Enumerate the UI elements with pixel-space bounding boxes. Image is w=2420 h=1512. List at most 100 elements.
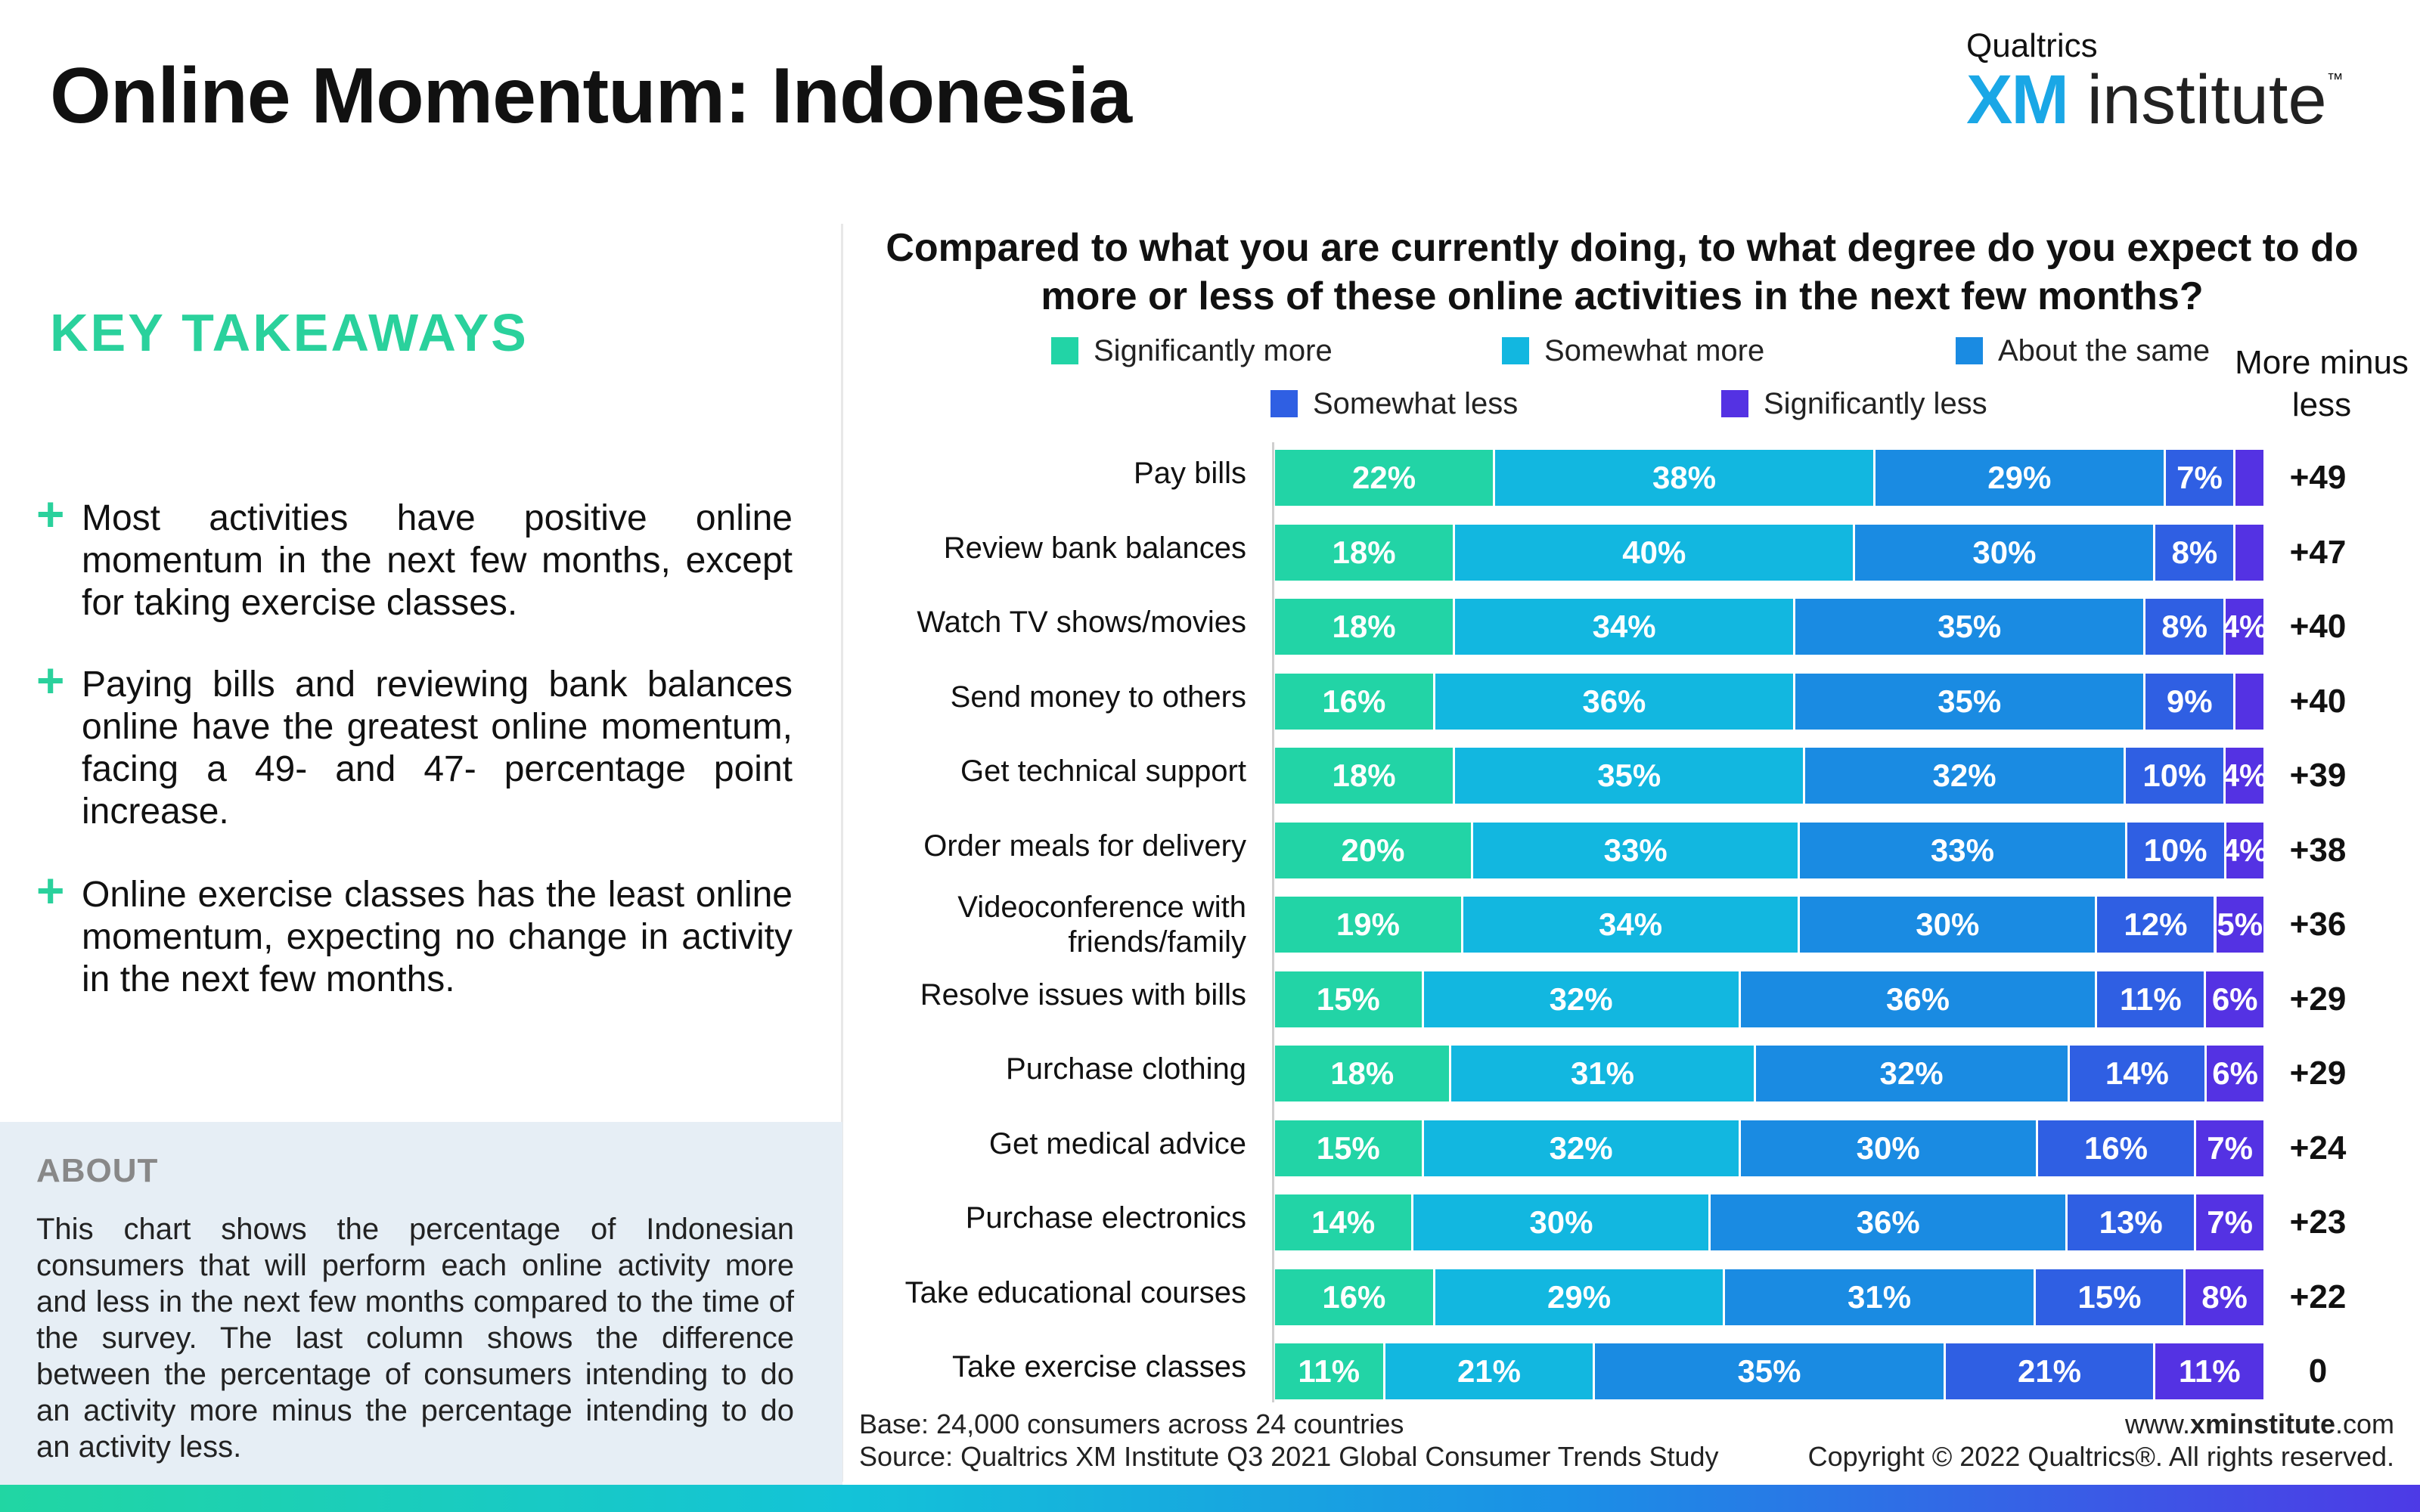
category-label: Videoconference with friends/family bbox=[957, 891, 1246, 959]
bar-segment: 35% bbox=[1795, 599, 2146, 655]
data-label: 16% bbox=[2083, 1129, 2149, 1166]
net-value: +47 bbox=[2289, 533, 2347, 571]
bar-segment: 14% bbox=[2069, 1046, 2207, 1101]
about-panel: ABOUT This chart shows the percentage of… bbox=[0, 1122, 842, 1485]
bar-segment: 29% bbox=[1435, 1269, 1726, 1325]
data-label: 32% bbox=[1549, 1129, 1613, 1166]
data-label: 30% bbox=[1916, 906, 1980, 942]
bar-row: 15% 32% 36% 11% 6% bbox=[1275, 971, 2266, 1027]
data-label: 16% bbox=[1322, 1278, 1386, 1315]
data-label: 5% bbox=[2217, 906, 2263, 942]
category-label: Get medical advice bbox=[988, 1126, 1246, 1160]
bar-segment: 7% bbox=[2196, 1194, 2266, 1250]
data-label: 8% bbox=[2171, 534, 2218, 570]
bar-segment: 33% bbox=[1800, 822, 2127, 878]
data-label: 30% bbox=[1856, 1129, 1920, 1166]
bar-segment: 20% bbox=[1275, 822, 1473, 878]
takeaway-item: + Online exercise classes has the least … bbox=[36, 866, 793, 1001]
data-label: 4% bbox=[2226, 758, 2266, 793]
bar-segment: 36% bbox=[1435, 673, 1796, 730]
data-label: 16% bbox=[1322, 683, 1386, 719]
bar-segment: 11% bbox=[2155, 1343, 2266, 1399]
footer-url[interactable]: www.xminstitute.com bbox=[1808, 1408, 2394, 1440]
bar-segment: 6% bbox=[2207, 1046, 2266, 1101]
bar-segment: 13% bbox=[2068, 1194, 2197, 1250]
data-label: 21% bbox=[1457, 1353, 1522, 1389]
bar-row: 16% 29% 31% 15% 8% bbox=[1275, 1269, 2266, 1325]
bar-segment bbox=[2235, 524, 2266, 581]
bar-segment: 32% bbox=[1423, 1120, 1741, 1176]
footer-left: Base: 24,000 consumers across 24 countri… bbox=[859, 1408, 1719, 1473]
bar-row: 14% 30% 36% 13% 7% bbox=[1275, 1194, 2266, 1250]
logo-qualtrics-text: Qualtrics bbox=[1966, 27, 2098, 64]
data-label: 32% bbox=[1549, 981, 1613, 1017]
bar-segment: 11% bbox=[2097, 971, 2207, 1027]
bar-segment: 33% bbox=[1473, 822, 1801, 878]
bar-segment: 14% bbox=[1275, 1194, 1414, 1250]
footer-url-bold: xminstitute bbox=[2189, 1408, 2335, 1439]
data-label: 19% bbox=[1336, 906, 1400, 942]
bar-segment bbox=[2235, 673, 2266, 730]
bar-segment: 4% bbox=[2226, 748, 2266, 804]
legend-label: Significantly less bbox=[1764, 387, 1987, 420]
bar-segment: 31% bbox=[1451, 1046, 1756, 1101]
data-label: 40% bbox=[1622, 534, 1686, 570]
data-label: 33% bbox=[1930, 832, 1994, 868]
plus-icon: + bbox=[36, 863, 65, 918]
bar-segment: 5% bbox=[2216, 897, 2266, 953]
data-label: 10% bbox=[2142, 758, 2207, 793]
bar-segment: 11% bbox=[1275, 1343, 1385, 1399]
data-label: 12% bbox=[2124, 906, 2188, 942]
bar-segment: 9% bbox=[2145, 673, 2236, 730]
bar-segment: 6% bbox=[2206, 971, 2266, 1027]
data-label: 35% bbox=[1938, 683, 2002, 719]
data-label: 14% bbox=[2105, 1055, 2169, 1091]
bar-segment: 32% bbox=[1755, 1046, 2070, 1101]
bar-row: 16% 36% 35% 9% bbox=[1275, 673, 2266, 730]
bar-segment: 18% bbox=[1275, 748, 1456, 804]
data-label: 30% bbox=[1972, 534, 2037, 570]
data-label: 6% bbox=[2212, 1055, 2258, 1091]
bar-segment: 40% bbox=[1455, 524, 1856, 581]
footer-right: www.xminstitute.com Copyright © 2022 Qua… bbox=[1808, 1408, 2394, 1473]
takeaway-text: Online exercise classes has the least on… bbox=[82, 875, 793, 999]
about-text: This chart shows the percentage of Indon… bbox=[36, 1213, 794, 1464]
chart-title: Compared to what you are currently doing… bbox=[886, 226, 2359, 318]
category-label: Watch TV shows/movies bbox=[917, 606, 1246, 639]
data-label: 20% bbox=[1341, 832, 1405, 868]
data-label: 34% bbox=[1599, 906, 1663, 942]
bar-segment: 16% bbox=[1275, 1269, 1435, 1325]
data-label: 8% bbox=[2161, 609, 2207, 644]
category-label: Send money to others bbox=[950, 680, 1246, 714]
net-value: +23 bbox=[2289, 1204, 2347, 1241]
data-label: 7% bbox=[2176, 460, 2223, 495]
bar-row: 22% 38% 29% 7% bbox=[1275, 450, 2266, 506]
data-label: 11% bbox=[2178, 1353, 2241, 1389]
category-label: Purchase electronics bbox=[965, 1201, 1246, 1235]
bar-segment: 35% bbox=[1595, 1343, 1946, 1399]
footer-url-post: .com bbox=[2335, 1408, 2394, 1439]
bar-row: 11% 21% 35% 21% 11% bbox=[1275, 1343, 2266, 1399]
data-label: 35% bbox=[1938, 609, 2002, 644]
bar-row: 18% 31% 32% 14% 6% bbox=[1275, 1046, 2266, 1101]
bar-segment: 38% bbox=[1495, 450, 1876, 506]
about-heading: ABOUT bbox=[36, 1152, 159, 1189]
bar-segment: 36% bbox=[1711, 1194, 2068, 1250]
bar-row: 20% 33% 33% 10% 4% bbox=[1275, 822, 2266, 878]
category-label: Get technical support bbox=[960, 754, 1246, 788]
data-label: 15% bbox=[1316, 981, 1380, 1017]
plus-icon: + bbox=[36, 653, 65, 708]
key-takeaways-heading: KEY TAKEAWAYS bbox=[50, 303, 529, 362]
net-column-header: More minus less bbox=[2235, 344, 2409, 423]
data-label: 11% bbox=[2119, 981, 2182, 1017]
bar-segment: 29% bbox=[1875, 450, 2166, 506]
data-label: 29% bbox=[1987, 460, 2052, 495]
bar-segment bbox=[2235, 450, 2266, 506]
category-label: Order meals for delivery bbox=[923, 829, 1246, 863]
legend-item: Significantly more bbox=[1051, 334, 1333, 368]
legend-item: Somewhat less bbox=[1270, 387, 1518, 421]
bar-segment: 36% bbox=[1740, 971, 2098, 1027]
bar-segment: 7% bbox=[2165, 450, 2236, 506]
bar-segment: 30% bbox=[1740, 1120, 2038, 1176]
data-label: 35% bbox=[1737, 1353, 1801, 1389]
